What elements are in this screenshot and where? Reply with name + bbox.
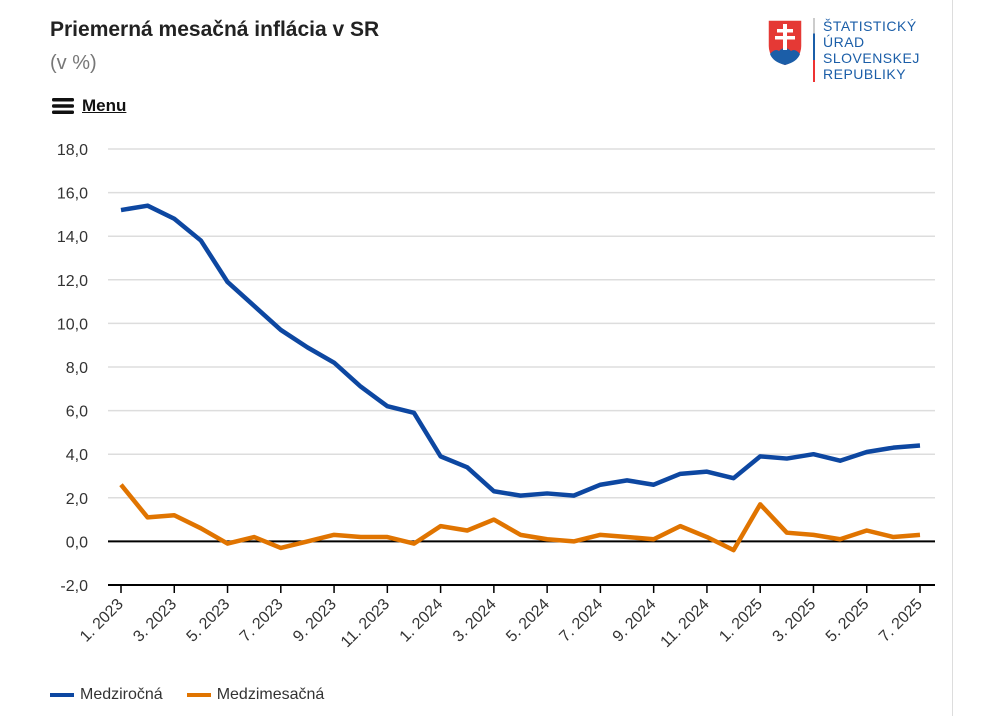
x-tick-label: 5. 2024: [503, 596, 553, 646]
y-tick-label: 4,0: [66, 447, 88, 464]
y-tick-label: 12,0: [57, 273, 88, 290]
susr-logo: ŠTATISTICKÝ ÚRAD SLOVENSKEJ REPUBLIKY: [767, 18, 920, 82]
legend-label: Medzimesačná: [216, 686, 325, 703]
y-tick-label: 0,0: [66, 534, 88, 551]
x-tick-label: 1. 2024: [397, 596, 447, 646]
legend: Medziročná Medzimesačná: [50, 686, 324, 704]
y-tick-label: 16,0: [57, 186, 88, 203]
x-tick-label: 7. 2023: [237, 596, 287, 646]
logo-line: ÚRAD: [823, 34, 865, 50]
series-line-medzirocna: [120, 203, 921, 498]
logo-line: ŠTATISTICKÝ: [823, 18, 917, 34]
x-tick-label: 3. 2024: [450, 596, 500, 646]
legend-swatch: [50, 693, 74, 697]
x-tick-label: 9. 2023: [290, 596, 340, 646]
x-tick-label: 11. 2023: [338, 596, 393, 651]
chart-subtitle: (v %): [50, 52, 97, 74]
chart-frame: [952, 0, 953, 716]
legend-label: Medziročná: [80, 686, 163, 703]
logo-line: SLOVENSKEJ: [823, 50, 920, 66]
x-tick-label: 5. 2025: [823, 596, 873, 646]
y-tick-label: 2,0: [66, 491, 88, 508]
x-tick-label: 7. 2025: [876, 596, 926, 646]
menu-button[interactable]: Menu: [52, 96, 126, 116]
series-line-medzimesacna: [119, 483, 921, 553]
logo-line: REPUBLIKY: [823, 66, 907, 82]
hamburger-icon: [52, 98, 74, 114]
y-tick-label: 18,0: [57, 142, 88, 159]
y-tick-label: 6,0: [66, 404, 88, 421]
slovak-coat-of-arms-icon: [767, 19, 803, 67]
x-tick-label: 3. 2025: [770, 596, 820, 646]
x-tick-label: 11. 2024: [658, 596, 713, 651]
x-tick-label: 5. 2023: [184, 596, 234, 646]
y-tick-label: 8,0: [66, 360, 88, 377]
menu-label: Menu: [82, 96, 127, 115]
x-tick-label: 9. 2024: [610, 596, 660, 646]
x-tick-label: 7. 2024: [556, 596, 606, 646]
y-tick-label: 10,0: [57, 316, 88, 333]
y-tick-label: 14,0: [57, 229, 88, 246]
y-tick-label: -2,0: [60, 578, 88, 595]
x-tick-label: 1. 2023: [77, 596, 127, 646]
legend-swatch: [186, 693, 211, 697]
legend-item-medzirocna[interactable]: Medziročná: [50, 686, 163, 704]
x-tick-label: 1. 2025: [716, 596, 766, 646]
x-tick-label: 3. 2023: [130, 596, 180, 646]
chart-title: Priemerná mesačná inflácia v SR: [50, 18, 380, 41]
legend-item-medzimesacna[interactable]: Medzimesačná: [186, 686, 325, 704]
